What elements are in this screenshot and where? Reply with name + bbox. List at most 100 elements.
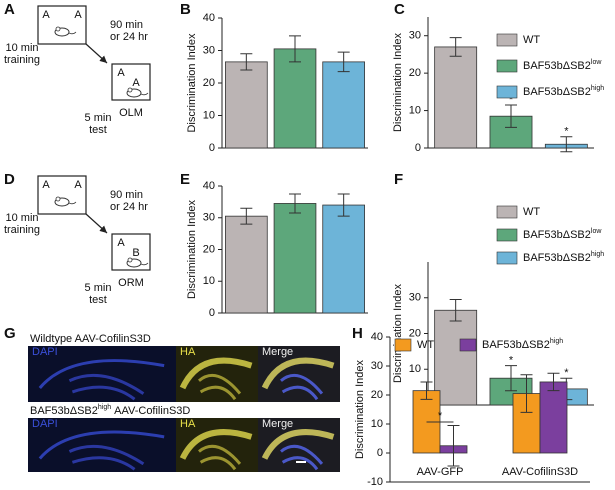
delay-label: or 24 hr (110, 201, 148, 213)
phase-label: training (4, 54, 40, 66)
y-tick-label: 0 (377, 447, 383, 459)
y-axis-label: Discrimination Index (392, 283, 404, 383)
bar (434, 309, 478, 406)
panel-label: D (4, 171, 15, 188)
y-tick-label: 30 (409, 30, 421, 42)
error-bar (240, 53, 253, 71)
bar (225, 215, 268, 314)
row-title-rest: AAV-CofilinS3D (114, 405, 190, 417)
mouse-icon (126, 257, 149, 268)
row-title-text: Wildtype AAV-CofilinS3D (30, 333, 151, 345)
legend-label-text: WT (523, 34, 540, 46)
legend-label: BAF53bΔSB2low (523, 228, 602, 241)
bar (322, 204, 365, 314)
error-bar (447, 424, 460, 467)
row-title-sup: high (98, 404, 111, 411)
hippocampus-dg (68, 374, 145, 401)
error-bar (449, 299, 462, 322)
significance-mark: * (509, 94, 514, 106)
channel-label: DAPI (32, 346, 58, 358)
y-tick-label: 20 (203, 77, 215, 89)
mouse-ear (127, 87, 133, 93)
object-label: A (74, 179, 82, 191)
bar (539, 381, 568, 454)
object-label: A (117, 67, 125, 79)
legend-swatch (496, 205, 518, 219)
panel-label: G (4, 325, 16, 342)
phase-label: 5 min (85, 112, 112, 124)
legend-label-sup: low (591, 228, 602, 235)
y-axis-label: Discrimination Index (354, 359, 366, 459)
hippocampus-dg (197, 373, 242, 401)
mouse-ear (55, 26, 61, 32)
y-axis-label: Discrimination Index (186, 33, 198, 133)
error-bar (560, 136, 573, 153)
legend-label-sup: high (550, 338, 563, 345)
hippocampus-dg (280, 444, 324, 471)
channel-label: Merge (262, 346, 293, 358)
legend-swatch (496, 33, 518, 47)
y-tick-label: 40 (371, 331, 383, 343)
panel-label: A (4, 1, 15, 18)
legend-label-text: WT (523, 206, 540, 218)
bar (273, 203, 317, 314)
channel-label: Merge (262, 418, 293, 430)
mouse-tail (140, 262, 149, 266)
object-label: B (132, 247, 139, 259)
y-tick-label: 10 (203, 109, 215, 121)
legend-swatch (459, 338, 477, 352)
phase-label: training (4, 224, 40, 236)
legend-label-sup: high (591, 251, 604, 258)
legend-label: WT (523, 34, 540, 46)
task-label: OLM (119, 107, 143, 119)
hippocampus-ca (261, 429, 335, 460)
arena-box (37, 175, 87, 215)
legend-label-text: BAF53bΔSB2 (523, 229, 591, 241)
hippocampus-dg (279, 373, 324, 401)
phase-label: test (89, 294, 107, 306)
error-bar (289, 35, 301, 63)
y-tick-label: 10 (371, 418, 383, 430)
mouse-tail (68, 201, 77, 205)
y-tick-label: 0 (209, 307, 215, 319)
legend-swatch (496, 59, 518, 73)
y-tick-label: 10 (409, 363, 421, 375)
significance-mark: * (438, 410, 443, 422)
mouse-icon (54, 196, 77, 207)
delay-label: or 24 hr (110, 31, 148, 43)
legend-label-text: BAF53bΔSB2 (523, 252, 591, 264)
micrograph (28, 346, 176, 402)
error-bar (337, 193, 350, 217)
legend-label: WT (523, 206, 540, 218)
row-title: BAF53bΔSB2high AAV-CofilinS3D (30, 404, 190, 417)
channel-label: DAPI (32, 418, 58, 430)
y-tick-label: 20 (203, 243, 215, 255)
y-tick-label: 10 (203, 275, 215, 287)
delay-label: 90 min (110, 19, 143, 31)
mouse-icon (126, 87, 149, 98)
legend-label: BAF53bΔSB2high (523, 85, 604, 98)
mouse-icon (54, 26, 77, 37)
object-label: A (42, 179, 50, 191)
arrow (85, 43, 108, 64)
bar (434, 46, 478, 149)
legend-label-sup: low (591, 59, 602, 66)
mouse-tail (68, 31, 77, 35)
panel-label: H (352, 325, 363, 342)
y-tick-label: 40 (203, 180, 215, 192)
panel-label: F (394, 171, 403, 188)
y-axis-label: Discrimination Index (392, 32, 404, 132)
hippocampus-ca (179, 357, 253, 390)
arena-box (37, 5, 87, 45)
object-label: A (117, 237, 125, 249)
bar (273, 48, 317, 149)
hippocampus-ca (38, 430, 165, 460)
y-tick-label: 30 (203, 212, 215, 224)
legend-label: BAF53bΔSB2high (482, 338, 563, 351)
legend-swatch (496, 85, 518, 99)
y-tick-label: 10 (409, 104, 421, 116)
phase-label: test (89, 124, 107, 136)
y-tick-label: 0 (415, 142, 421, 154)
legend-label-text: BAF53bΔSB2 (523, 60, 591, 72)
